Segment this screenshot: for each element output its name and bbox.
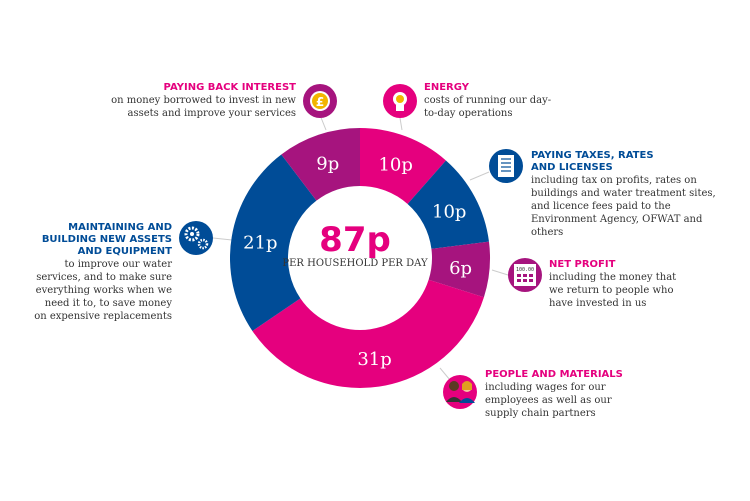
svg-text:£: £	[316, 95, 324, 109]
annotation-maintaining: MAINTAINING AND BUILDING NEW ASSETS AND …	[30, 222, 172, 323]
annotation-people-title: PEOPLE AND MATERIALS	[485, 369, 623, 380]
annotation-profit-title: NET PROFIT	[549, 259, 616, 270]
annotation-maintaining-title-2: BUILDING NEW ASSETS	[41, 234, 172, 245]
annotation-interest-title: PAYING BACK INTEREST	[163, 82, 296, 93]
donut-slice-6	[281, 128, 360, 201]
gears-icon	[179, 221, 213, 255]
annotation-maintaining-desc: to improve our water services, and to ma…	[34, 259, 172, 322]
annotation-taxes-title-2: AND LICENSES	[531, 162, 613, 173]
pound-coin-icon: £	[303, 84, 337, 118]
annotation-profit: NET PROFIT including the money that we r…	[549, 259, 689, 310]
people-icon	[443, 375, 477, 409]
annotation-interest-desc: on money borrowed to invest in new asset…	[111, 95, 296, 119]
annotation-profit-desc: including the money that we return to pe…	[549, 272, 677, 309]
calculator-icon: 100.00	[508, 258, 542, 292]
annotation-energy-desc: costs of running our day-to-day operatio…	[424, 95, 552, 119]
donut-slice-label-6: 9p	[316, 153, 339, 174]
annotation-maintaining-title-3: AND EQUIPMENT	[77, 246, 172, 257]
annotation-people: PEOPLE AND MATERIALS including wages for…	[485, 369, 645, 420]
donut-slice-2	[407, 160, 489, 249]
total-caption: PER HOUSEHOLD PER DAY	[282, 258, 428, 269]
donut-slice-5	[230, 154, 317, 331]
annotation-energy: ENERGY costs of running our day-to-day o…	[424, 82, 554, 120]
donut-slice-label-5: 21p	[243, 233, 277, 254]
annotation-maintaining-title-1: MAINTAINING AND	[68, 222, 172, 233]
donut-slice-label-1: 10p	[378, 155, 412, 176]
donut-slice-label-2: 10p	[432, 202, 466, 223]
donut-slice-3	[428, 241, 490, 298]
calculator-icon-text: 100.00	[516, 267, 534, 273]
annotation-taxes-desc: including tax on profits, rates on build…	[531, 175, 716, 238]
document-icon	[489, 149, 523, 183]
donut-center: 87p PER HOUSEHOLD PER DAY	[280, 222, 430, 270]
donut-slice-label-3: 6p	[449, 258, 472, 279]
annotation-interest: PAYING BACK INTEREST on money borrowed t…	[94, 82, 296, 120]
annotation-taxes-title-1: PAYING TAXES, RATES	[531, 150, 654, 161]
donut-slice-label-4: 31p	[357, 349, 391, 370]
donut-slice-1	[360, 128, 446, 204]
total-value: 87p	[319, 220, 391, 260]
donut-slice-4	[252, 279, 484, 388]
annotation-people-desc: including wages for our employees as wel…	[485, 382, 612, 419]
annotation-energy-title: ENERGY	[424, 82, 469, 93]
lightbulb-icon	[383, 84, 417, 118]
annotation-taxes: PAYING TAXES, RATES AND LICENSES includi…	[531, 150, 731, 239]
